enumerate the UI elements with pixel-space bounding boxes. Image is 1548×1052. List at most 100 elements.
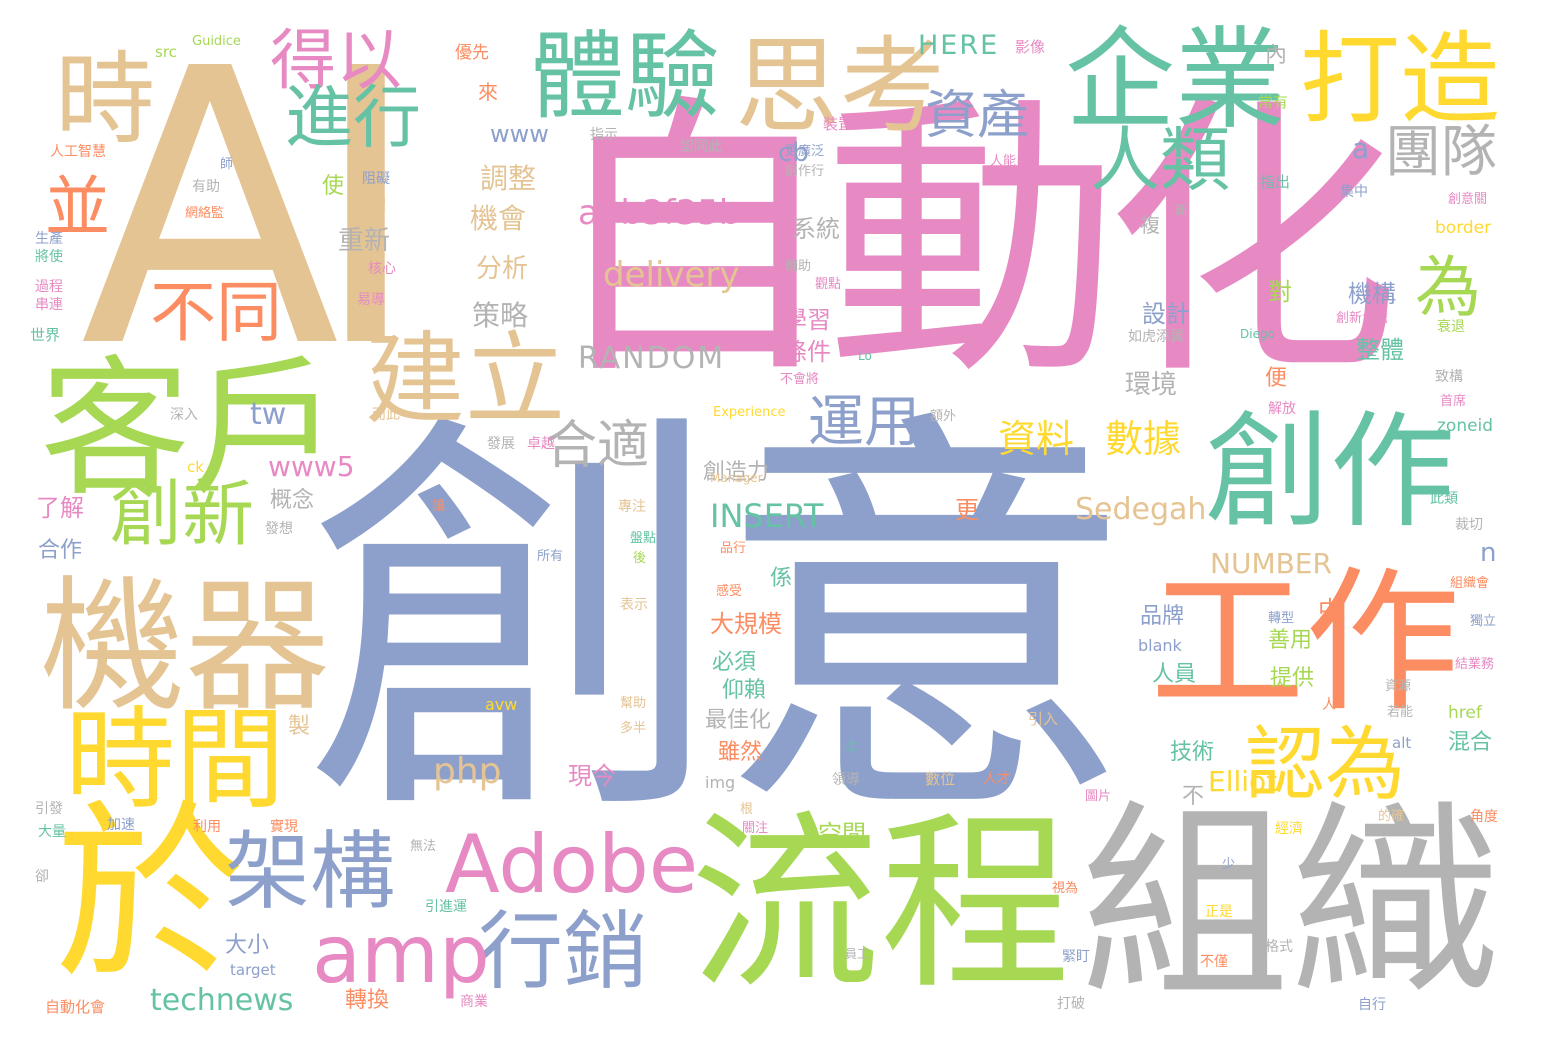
word: 指出: [1260, 173, 1291, 191]
word: 合作: [38, 538, 83, 563]
word: 多半: [620, 721, 647, 736]
word: 卻: [35, 869, 49, 885]
word: 視為: [1052, 881, 1079, 896]
word: 不: [1182, 784, 1205, 809]
word: 而此: [372, 407, 400, 423]
word: 便: [1265, 366, 1288, 391]
word: RANDOM: [578, 341, 726, 376]
word: src: [155, 43, 177, 61]
word: 創作行: [785, 164, 825, 179]
word: 額外: [930, 409, 957, 424]
word: 經濟: [1275, 821, 1303, 837]
word: 學習: [783, 306, 831, 334]
word: 將使: [35, 249, 63, 265]
word: 實現: [270, 819, 298, 835]
word: href: [1448, 703, 1482, 723]
word: 品牌: [1140, 604, 1185, 629]
word: 深入: [170, 407, 198, 423]
word: 創意: [305, 380, 1135, 869]
word: 時間: [65, 696, 285, 824]
word: 大量: [38, 824, 66, 840]
word: 認同此: [680, 139, 722, 155]
word: 的確: [1378, 809, 1405, 824]
word: 讓: [432, 499, 446, 514]
word: 企業: [1065, 16, 1285, 144]
word: 卓越: [527, 436, 555, 452]
word: 環境: [1125, 370, 1178, 400]
word: 網絡監: [185, 206, 225, 221]
word: 資源: [1385, 679, 1412, 694]
word: 關注: [742, 821, 769, 836]
word: a: [1352, 132, 1370, 165]
word: 影像: [1015, 38, 1046, 56]
word: 認為: [1245, 718, 1405, 811]
word: 引進運: [425, 899, 467, 915]
word: 觀點: [815, 277, 842, 292]
word: 於: [55, 784, 246, 1005]
word: a4b3f35b: [578, 193, 741, 233]
word: 工作: [1150, 552, 1460, 733]
word: 不僅: [1200, 954, 1228, 970]
word: 仰賴: [722, 678, 767, 703]
word: 創意關: [1448, 192, 1488, 207]
word: 了解: [36, 494, 84, 522]
word: 盤點: [630, 531, 657, 546]
word: border: [1435, 218, 1492, 238]
word: 少: [1222, 857, 1236, 872]
word: img: [705, 773, 736, 792]
word: Elliot: [1208, 765, 1278, 798]
word: n: [1480, 538, 1497, 568]
word: 條件: [783, 338, 831, 366]
word: cb: [778, 138, 809, 168]
word: 不會將: [780, 372, 820, 387]
word: zoneid: [1437, 416, 1494, 436]
word: 複: [1140, 213, 1160, 237]
word: 設計: [1142, 300, 1190, 328]
word: 輔助: [785, 259, 812, 274]
word: 行銷: [478, 903, 649, 1002]
word: 緊盯: [1062, 949, 1090, 965]
word: 整體: [1356, 336, 1404, 364]
word: 品行: [720, 541, 747, 556]
word: 衰退: [1437, 319, 1465, 335]
word: 指示: [590, 127, 618, 143]
word: 並: [45, 170, 111, 245]
word: 現今: [568, 762, 616, 790]
word: AI: [80, 0, 422, 431]
word: 利用: [193, 819, 221, 835]
word: 機器: [40, 563, 330, 732]
word: 人: [1322, 697, 1336, 713]
word: 過程: [35, 279, 63, 295]
word: avw: [485, 695, 518, 714]
word: ck: [187, 458, 204, 476]
word: 首席: [1440, 394, 1467, 409]
word: 正是: [1205, 904, 1233, 920]
word: 表示: [620, 597, 648, 613]
word: 人員: [1152, 662, 1197, 687]
word: 來: [478, 80, 498, 104]
word: 大規模: [710, 610, 782, 638]
word: php: [433, 751, 502, 792]
word: Sedegah: [1075, 492, 1207, 527]
word: 分析: [476, 254, 529, 284]
word: 解放: [1268, 401, 1296, 417]
word: Lo: [858, 349, 872, 363]
word: 時: [55, 41, 155, 158]
word: 創作: [1205, 400, 1455, 545]
word: 數位: [925, 770, 956, 788]
word: 圖片: [1085, 789, 1112, 804]
word: 空間: [818, 820, 866, 848]
word: 後: [633, 551, 647, 566]
word: 自動化: [545, 70, 1400, 414]
word: Experience: [713, 405, 786, 420]
word: 係: [770, 566, 793, 591]
word: 創新: [110, 472, 255, 556]
word: 組織: [1080, 782, 1501, 1027]
word: Guidice: [192, 34, 241, 49]
word: 優先: [455, 43, 489, 63]
word: INSERT: [710, 497, 824, 535]
word: amp: [312, 908, 490, 1001]
word: 自行: [1358, 997, 1386, 1013]
word: 創造力: [703, 460, 770, 485]
